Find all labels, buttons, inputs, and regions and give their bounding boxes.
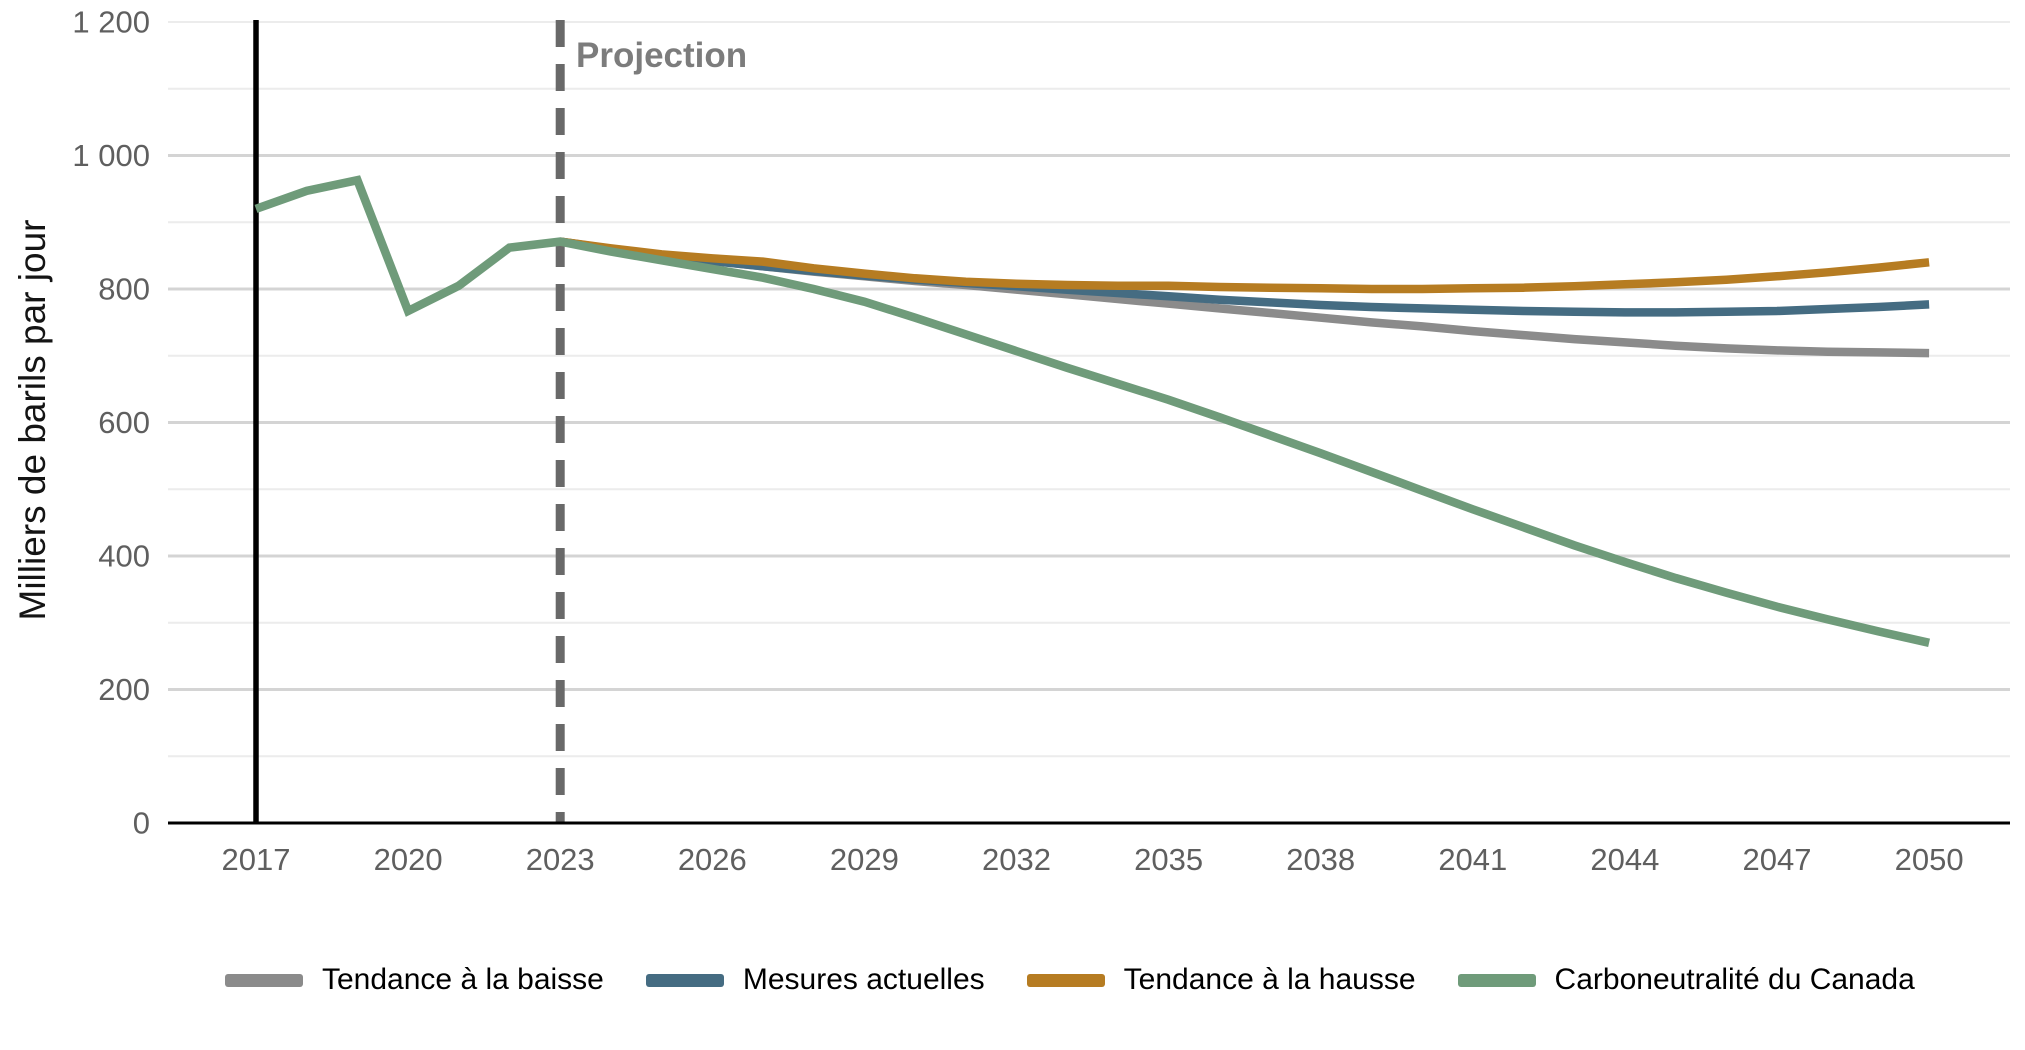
legend: Tendance à la baisse Mesures actuelles Ten…: [225, 963, 1915, 997]
y-tick-label: 800: [98, 272, 150, 307]
x-tick-label: 2050: [1895, 842, 1964, 877]
y-tick-label: 1 000: [72, 138, 150, 173]
legend-item-carboneutralite-du-canada: Carboneutralité du Canada: [1457, 963, 1915, 997]
x-tick-label: 2044: [1590, 842, 1659, 877]
legend-swatch-carboneutralite-du-canada: [1457, 973, 1536, 987]
y-tick-label: 600: [98, 405, 150, 440]
series-lines: [254, 175, 1931, 647]
legend-swatch-tendance-a-la-baisse: [225, 973, 303, 987]
series-line-carboneutralite-du-canada: [254, 175, 1931, 647]
y-tick-label: 400: [98, 539, 150, 574]
y-tick-label: 0: [133, 806, 150, 841]
x-tick-label: 2047: [1743, 842, 1812, 877]
x-tick-label: 2038: [1286, 842, 1355, 877]
y-tick-label: 200: [98, 672, 150, 707]
projection-label: Projection: [576, 36, 748, 75]
x-tick-label: 2026: [678, 842, 747, 877]
legend-label: Tendance à la hausse: [1123, 963, 1416, 996]
x-tick-label: 2041: [1438, 842, 1507, 877]
legend-item-tendance-a-la-hausse: Tendance à la hausse: [1026, 963, 1416, 997]
legend-label: Mesures actuelles: [742, 963, 985, 996]
x-tick-label: 2035: [1134, 842, 1203, 877]
legend-label: Carboneutralité du Canada: [1554, 963, 1915, 996]
x-tick-label: 2029: [830, 842, 899, 877]
y-tick-label: 1 200: [72, 5, 150, 40]
x-tick-label: 2020: [374, 842, 443, 877]
gridlines: [168, 21, 2010, 758]
x-tick-label: 2017: [222, 842, 291, 877]
y-axis-title: Milliers de barils par jour: [12, 219, 53, 621]
series-line-tendance-a-la-hausse: [559, 237, 1930, 294]
legend-swatch-mesures-actuelles: [645, 973, 724, 987]
x-tick-label: 2023: [526, 842, 595, 877]
legend-item-tendance-a-la-baisse: Tendance à la baisse: [225, 963, 604, 997]
legend-swatch-tendance-a-la-hausse: [1026, 973, 1105, 987]
legend-item-mesures-actuelles: Mesures actuelles: [645, 963, 985, 997]
y-tick-labels: 0 200 400 600 800 1 000 1 200: [72, 5, 150, 841]
x-tick-label: 2032: [982, 842, 1051, 877]
x-tick-labels: 2017 2020 2023 2026 2029 2032 2035 2038 2041 2044…: [222, 842, 1964, 877]
legend-label: Tendance à la baisse: [322, 963, 604, 996]
